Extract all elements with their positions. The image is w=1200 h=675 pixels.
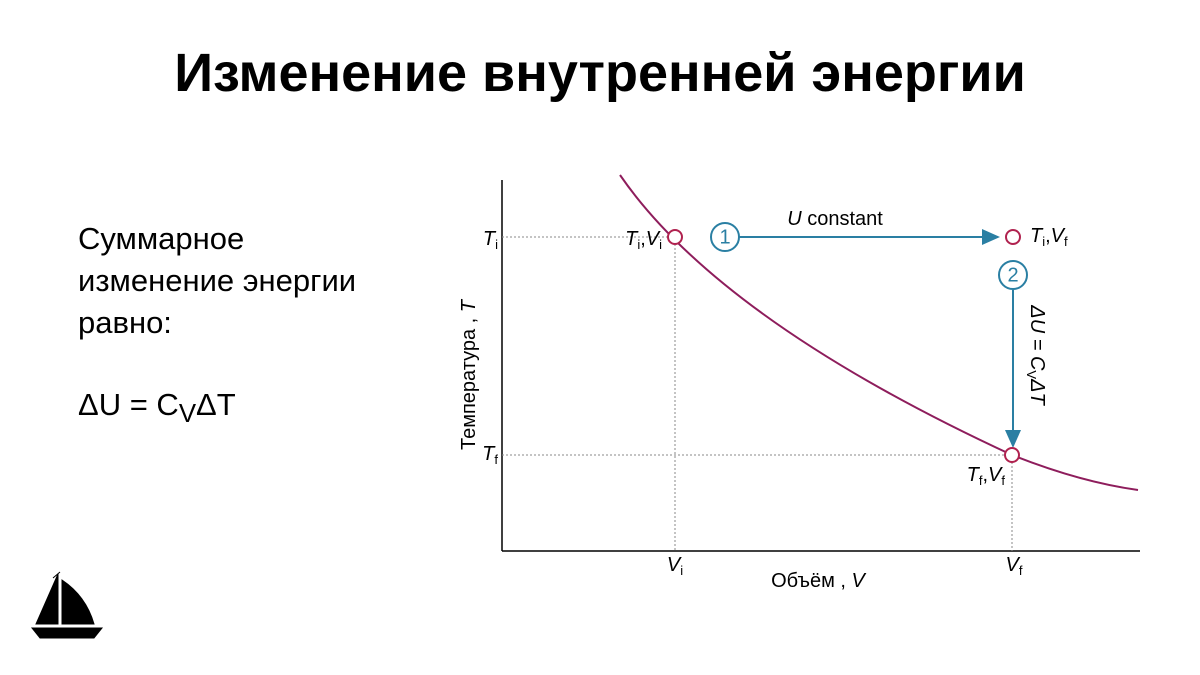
label-part: V: [646, 228, 661, 250]
label-sub: i: [637, 237, 640, 252]
label-part: T: [482, 443, 496, 465]
label: Vf: [1006, 554, 1023, 578]
guides: [502, 236, 1013, 551]
formula-part: ΔU = C: [78, 387, 179, 422]
label-sub: V: [1024, 370, 1039, 379]
state-point: [667, 229, 683, 245]
state-point: [1004, 447, 1020, 463]
sailboat-icon: [30, 571, 104, 639]
body-line: изменение энергии: [78, 263, 357, 298]
label-part: T: [458, 298, 480, 312]
label: Tf: [482, 443, 498, 467]
label-part: V: [1051, 225, 1066, 247]
label: Температура , T: [458, 298, 480, 450]
label-sub: f: [494, 452, 498, 467]
label-sub: f: [979, 473, 983, 488]
label-sub: f: [1001, 473, 1005, 488]
body-text: Суммарное изменение энергии равно: ΔU = …: [78, 218, 356, 435]
label: Vi: [667, 554, 683, 578]
step-number: 2: [1007, 264, 1018, 286]
formula-sub: V: [178, 400, 197, 429]
slide-title: Изменение внутренней энергии: [174, 43, 1026, 103]
step-circle: [998, 260, 1028, 290]
label-part: T: [483, 228, 497, 250]
label: Ti,Vf: [1030, 225, 1068, 249]
label-part: Температура ,: [458, 312, 480, 450]
label: Ti: [483, 228, 498, 252]
label-sub: i: [1042, 234, 1045, 249]
label-part: T: [625, 228, 639, 250]
label: Tf,Vf: [967, 464, 1006, 488]
label-sub: i: [680, 563, 683, 578]
label-part: V: [1006, 554, 1021, 576]
label-part: C: [1026, 356, 1048, 371]
label-part: ,: [982, 464, 988, 486]
label-sub: f: [1064, 234, 1068, 249]
label: Объём , V: [771, 570, 866, 592]
label-part: T: [967, 464, 981, 486]
step-circle: [710, 222, 740, 252]
label-sub: f: [1019, 563, 1023, 578]
body-line: равно:: [78, 305, 172, 340]
label-part: V: [988, 464, 1003, 486]
label-part: ,: [1045, 225, 1051, 247]
label: U constant: [787, 208, 883, 230]
label-part: ΔU =: [1026, 304, 1048, 356]
label-part: U: [787, 208, 802, 230]
body-line: Суммарное: [78, 221, 245, 256]
label-part: V: [852, 570, 867, 592]
label-part: T: [1030, 225, 1044, 247]
label-part: V: [667, 554, 682, 576]
label-part: ,: [640, 228, 646, 250]
state-point: [1005, 229, 1021, 245]
label: Ti,Vi: [625, 228, 662, 252]
formula: ΔU = CVΔT: [78, 384, 356, 435]
label: ΔU = CVΔT: [1024, 304, 1048, 406]
label-sub: i: [495, 237, 498, 252]
label-part: ΔT: [1026, 378, 1048, 406]
formula-part: ΔT: [196, 387, 236, 422]
label-sub: i: [659, 237, 662, 252]
step-number: 1: [719, 226, 730, 248]
label-part: constant: [802, 208, 884, 230]
label-part: Объём ,: [771, 570, 851, 592]
